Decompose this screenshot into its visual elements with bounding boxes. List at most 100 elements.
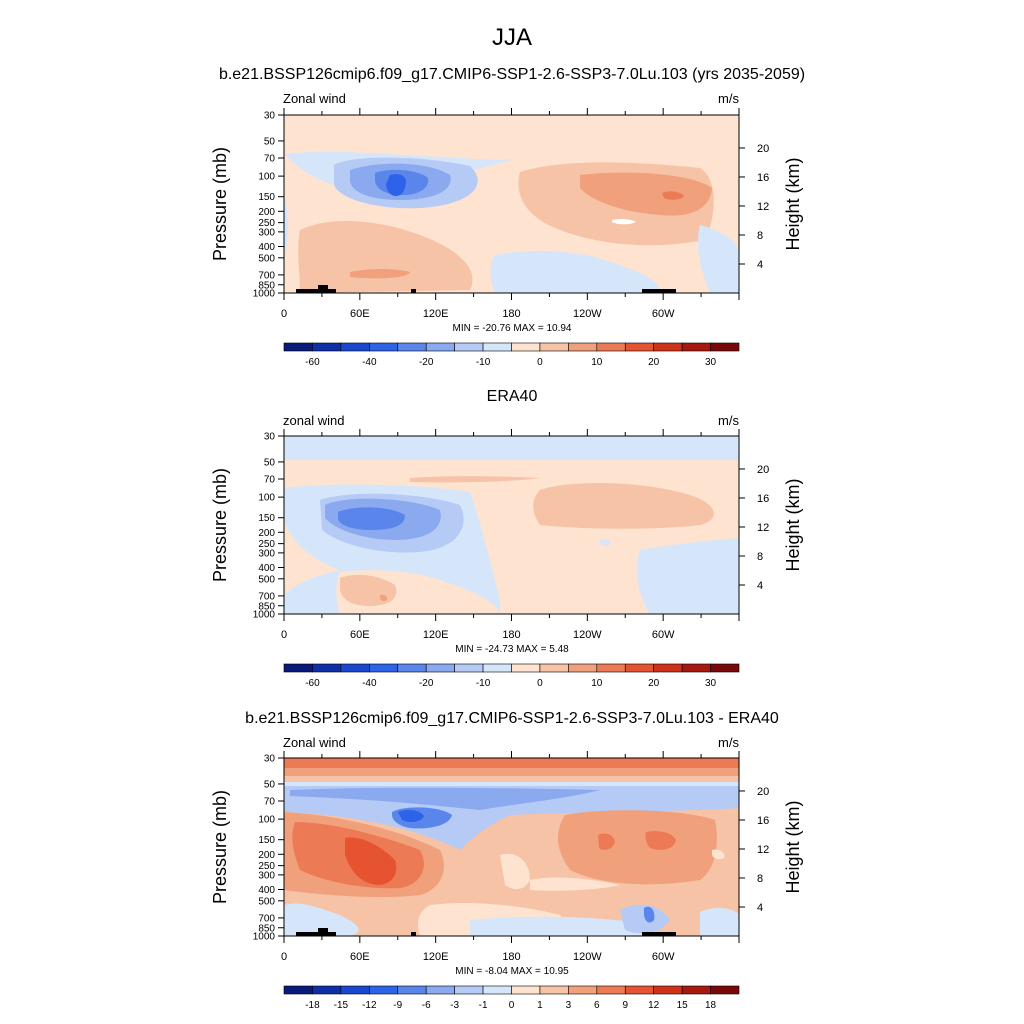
panel-2-colorbar-swatch bbox=[283, 663, 313, 673]
panel-1-title: b.e21.BSSP126cmip6.f09_g17.CMIP6-SSP1-2.… bbox=[219, 66, 805, 83]
panel-2-colorbar-label: -20 bbox=[419, 678, 434, 689]
panel-1-colorbar-label: -20 bbox=[419, 357, 434, 368]
panel-2-y2tick-label: 12 bbox=[757, 522, 769, 534]
panel-1-colorbar: -60 -40 -20 -10 0 10 20 30 bbox=[283, 342, 740, 368]
panel-3-y2tick-label: 4 bbox=[757, 902, 763, 914]
panel-1-xtick-label: 0 bbox=[281, 308, 287, 320]
panel-2-colorbar-swatch bbox=[624, 663, 654, 673]
panel-3-colorbar-label: 18 bbox=[705, 1000, 717, 1011]
figure-title: JJA bbox=[492, 24, 532, 51]
panel-1-colorbar-label: 20 bbox=[648, 357, 660, 368]
panel-2-colorbar-swatch bbox=[681, 663, 711, 673]
panel-3-ytick-label: 500 bbox=[258, 896, 275, 907]
panel-1-ytick-label: 50 bbox=[264, 136, 276, 147]
panel-1-colorbar-swatch bbox=[340, 342, 370, 352]
panel-2-xtick-label: 180 bbox=[502, 629, 520, 641]
panel-3-colorbar-label: 3 bbox=[566, 1000, 572, 1011]
panel-2-ytick-label: 850 bbox=[258, 601, 275, 612]
panel-3-y2label: Height (km) bbox=[783, 800, 803, 893]
panel-3-xtick-label: 180 bbox=[502, 951, 520, 963]
panel-3-colorbar-swatch bbox=[340, 985, 370, 995]
panel-3-ytick-label: 100 bbox=[258, 815, 275, 826]
panel-3-ytick-label: 700 bbox=[258, 913, 275, 924]
panel-1-xtick-label: 60E bbox=[350, 308, 370, 320]
panel-3-ytick-label: 150 bbox=[258, 835, 275, 846]
panel-2-colorbar-label: 0 bbox=[537, 678, 543, 689]
panel-1-y2tick-label: 4 bbox=[757, 259, 763, 271]
panel-2-colorbar-swatch bbox=[454, 663, 484, 673]
panel-3-y2tick-label: 20 bbox=[757, 786, 769, 798]
panel-2-ytick-label: 200 bbox=[258, 528, 275, 539]
panel-2-colorbar-swatch bbox=[482, 663, 512, 673]
panel-3-xtick-label: 120W bbox=[573, 951, 602, 963]
panel-3-ytick-label: 70 bbox=[264, 797, 276, 808]
panel-1-units: m/s bbox=[718, 91, 739, 106]
panel-3-colorbar-swatch bbox=[454, 985, 484, 995]
panel-1-colorbar-swatch bbox=[283, 342, 313, 352]
panel-3-colorbar-label: -12 bbox=[362, 1000, 377, 1011]
panel-2-xtick-label: 60E bbox=[350, 629, 370, 641]
panel-3-colorbar-swatch bbox=[283, 985, 313, 995]
panel-1-ylabel: Pressure (mb) bbox=[210, 147, 230, 261]
panel-2-ytick-label: 70 bbox=[264, 475, 276, 486]
panel-3-y2tick-label: 12 bbox=[757, 844, 769, 856]
panel-1-ytick-label: 400 bbox=[258, 242, 275, 253]
panel-2-colorbar-swatch bbox=[596, 663, 626, 673]
panel-3-title: b.e21.BSSP126cmip6.f09_g17.CMIP6-SSP1-2.… bbox=[245, 710, 779, 727]
panel-2-ytick-label: 500 bbox=[258, 574, 275, 585]
panel-2-colorbar: -60 -40 -20 -10 0 10 20 30 bbox=[283, 663, 740, 689]
panel-3-colorbar-swatch bbox=[568, 985, 598, 995]
panel-1-colorbar-swatch bbox=[710, 342, 740, 352]
panel-2-colorbar-swatch bbox=[397, 663, 427, 673]
panel-1-ytick-label: 100 bbox=[258, 172, 275, 183]
panel-3-colorbar-swatch bbox=[539, 985, 569, 995]
panel-3-stats: MIN = -8.04 MAX = 10.95 bbox=[455, 966, 569, 977]
panel-2-ytick-label: 150 bbox=[258, 513, 275, 524]
panel-2-field bbox=[284, 436, 739, 614]
panel-3-colorbar-label: -6 bbox=[422, 1000, 431, 1011]
panel-2-ytick-label: 300 bbox=[258, 548, 275, 559]
panel-2-ytick-label: 250 bbox=[258, 539, 275, 550]
panel-2-xtick-label: 60W bbox=[652, 629, 675, 641]
panel-3-ytick-label: 250 bbox=[258, 861, 275, 872]
panel-3-ytick-label: 1000 bbox=[253, 932, 276, 943]
panel-1-stats: MIN = -20.76 MAX = 10.94 bbox=[453, 323, 572, 334]
panel-1-xtick-label: 120W bbox=[573, 308, 602, 320]
panel-2-colorbar-label: 20 bbox=[648, 678, 660, 689]
panel-2-colorbar-label: -60 bbox=[305, 678, 320, 689]
panel-2-colorbar-swatch bbox=[653, 663, 683, 673]
panel-3-xtick-label: 120E bbox=[423, 951, 449, 963]
panel-1-colorbar-label: -10 bbox=[476, 357, 491, 368]
panel-1-ytick-label: 70 bbox=[264, 154, 276, 165]
panel-1-colorbar-swatch bbox=[568, 342, 598, 352]
panel-3-ytick-label: 400 bbox=[258, 885, 275, 896]
panel-1-ytick-label: 300 bbox=[258, 227, 275, 238]
panel-2-xtick-label: 0 bbox=[281, 629, 287, 641]
panel-1-colorbar-swatch bbox=[425, 342, 455, 352]
panel-2-colorbar-swatch bbox=[425, 663, 455, 673]
panel-1-colorbar-swatch bbox=[681, 342, 711, 352]
panel-1-colorbar-swatch bbox=[482, 342, 512, 352]
panel-1-ytick-label: 30 bbox=[264, 111, 276, 122]
panel-3-ytick-label: 300 bbox=[258, 870, 275, 881]
panel-1-y2tick-label: 16 bbox=[757, 172, 769, 184]
panel-3-colorbar-swatch bbox=[482, 985, 512, 995]
panel-1-field bbox=[284, 115, 739, 293]
panel-2-colorbar-label: -10 bbox=[476, 678, 491, 689]
panel-2-xtick-label: 120W bbox=[573, 629, 602, 641]
panel-2-ytick-label: 30 bbox=[264, 432, 276, 443]
panel-3-ytick-label: 50 bbox=[264, 779, 276, 790]
panel-2: ERA40 zonal wind m/s 3050701001502002503… bbox=[210, 388, 803, 689]
panel-3-colorbar-swatch bbox=[710, 985, 740, 995]
panel-1: b.e21.BSSP126cmip6.f09_g17.CMIP6-SSP1-2.… bbox=[210, 66, 805, 368]
panel-3-colorbar-label: -15 bbox=[334, 1000, 349, 1011]
panel-2-ylabel: Pressure (mb) bbox=[210, 468, 230, 582]
panel-3-colorbar-label: -18 bbox=[305, 1000, 320, 1011]
panel-2-ytick-label: 700 bbox=[258, 591, 275, 602]
panel-2-colorbar-swatch bbox=[312, 663, 342, 673]
panel-2-colorbar-swatch bbox=[511, 663, 541, 673]
panel-1-colorbar-swatch bbox=[511, 342, 541, 352]
panel-1-y2tick-label: 12 bbox=[757, 201, 769, 213]
